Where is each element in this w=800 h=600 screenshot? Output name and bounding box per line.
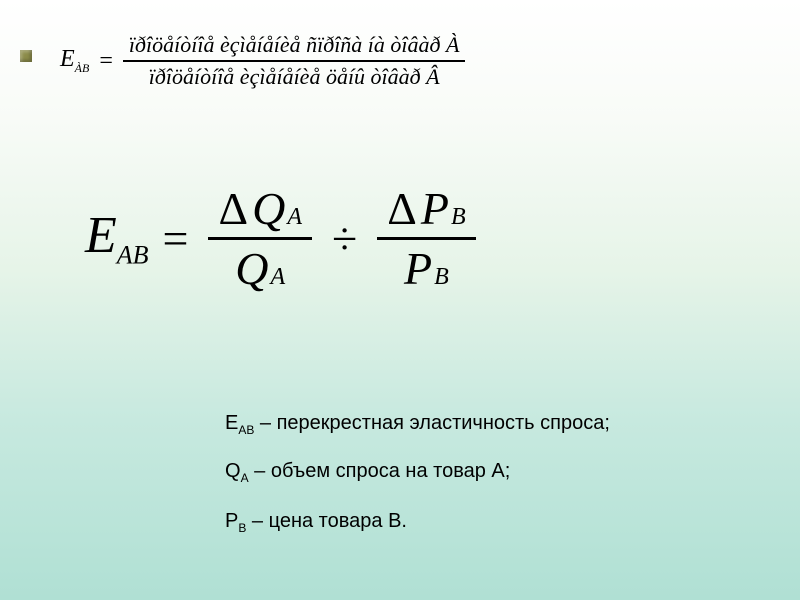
var-symbol: Q <box>252 182 285 235</box>
delta-symbol: Δ <box>218 182 248 235</box>
legend-term-sub: AB <box>238 423 254 437</box>
main-formula: EAB = ΔQA QA ÷ ΔPB PB <box>85 180 482 297</box>
division-sign: ÷ <box>332 212 357 265</box>
main-lhs-symbol: E <box>85 207 117 264</box>
var-sub: A <box>271 264 286 291</box>
frac1-den: QA <box>225 240 295 297</box>
legend-desc: – цена товара B. <box>252 510 407 532</box>
var-sub: A <box>287 204 302 231</box>
legend-term-symbol: P <box>225 510 238 532</box>
legend-term-symbol: Q <box>225 460 241 482</box>
fraction-dp-over-p: ΔPB PB <box>377 180 475 297</box>
word-fraction-num: ïðîöåíòíîå èçìåíåíèå ñïðîñà íà òîâàð À <box>123 30 466 60</box>
var-symbol: Q <box>235 242 268 295</box>
legend-term: PB <box>225 510 252 532</box>
legend-term-symbol: E <box>225 412 238 434</box>
legend-desc: – объем спроса на товар A; <box>254 460 510 482</box>
lhs-symbol: E <box>60 46 75 72</box>
var-sub: B <box>434 264 449 291</box>
legend-line-pb: PB – цена товара B. <box>225 510 407 535</box>
legend-desc: – перекрестная эластичность спроса; <box>260 412 610 434</box>
legend-term: QA <box>225 460 254 482</box>
legend-term-sub: B <box>238 521 246 535</box>
word-formula: EÀB = ïðîöåíòíîå èçìåíåíèå ñïðîñà íà òîâ… <box>60 30 465 92</box>
word-fraction-den: ïðîöåíòíîå èçìåíåíèå öåíû òîâàð Â <box>143 62 446 92</box>
frac1-num: ΔQA <box>208 180 312 237</box>
word-formula-lhs: EÀB <box>60 46 89 76</box>
var-sub: B <box>451 204 466 231</box>
legend-line-eab: EAB – перекрестная эластичность спроса; <box>225 412 610 437</box>
equals-sign: = <box>99 48 113 75</box>
slide-bullet <box>20 50 32 62</box>
legend-line-qa: QA – объем спроса на товар A; <box>225 460 510 485</box>
frac2-den: PB <box>394 240 459 297</box>
fraction-dq-over-q: ΔQA QA <box>208 180 312 297</box>
legend-term-sub: A <box>241 471 249 485</box>
main-lhs: EAB <box>85 206 149 270</box>
var-symbol: P <box>421 182 449 235</box>
equals-sign-main: = <box>163 212 189 265</box>
delta-symbol: Δ <box>387 182 417 235</box>
word-fraction: ïðîöåíòíîå èçìåíåíèå ñïðîñà íà òîâàð À ï… <box>123 30 466 92</box>
legend-term: EAB <box>225 412 260 434</box>
main-lhs-subscript: AB <box>117 241 149 270</box>
lhs-subscript: ÀB <box>75 61 90 75</box>
frac2-num: ΔPB <box>377 180 475 237</box>
var-symbol: P <box>404 242 432 295</box>
